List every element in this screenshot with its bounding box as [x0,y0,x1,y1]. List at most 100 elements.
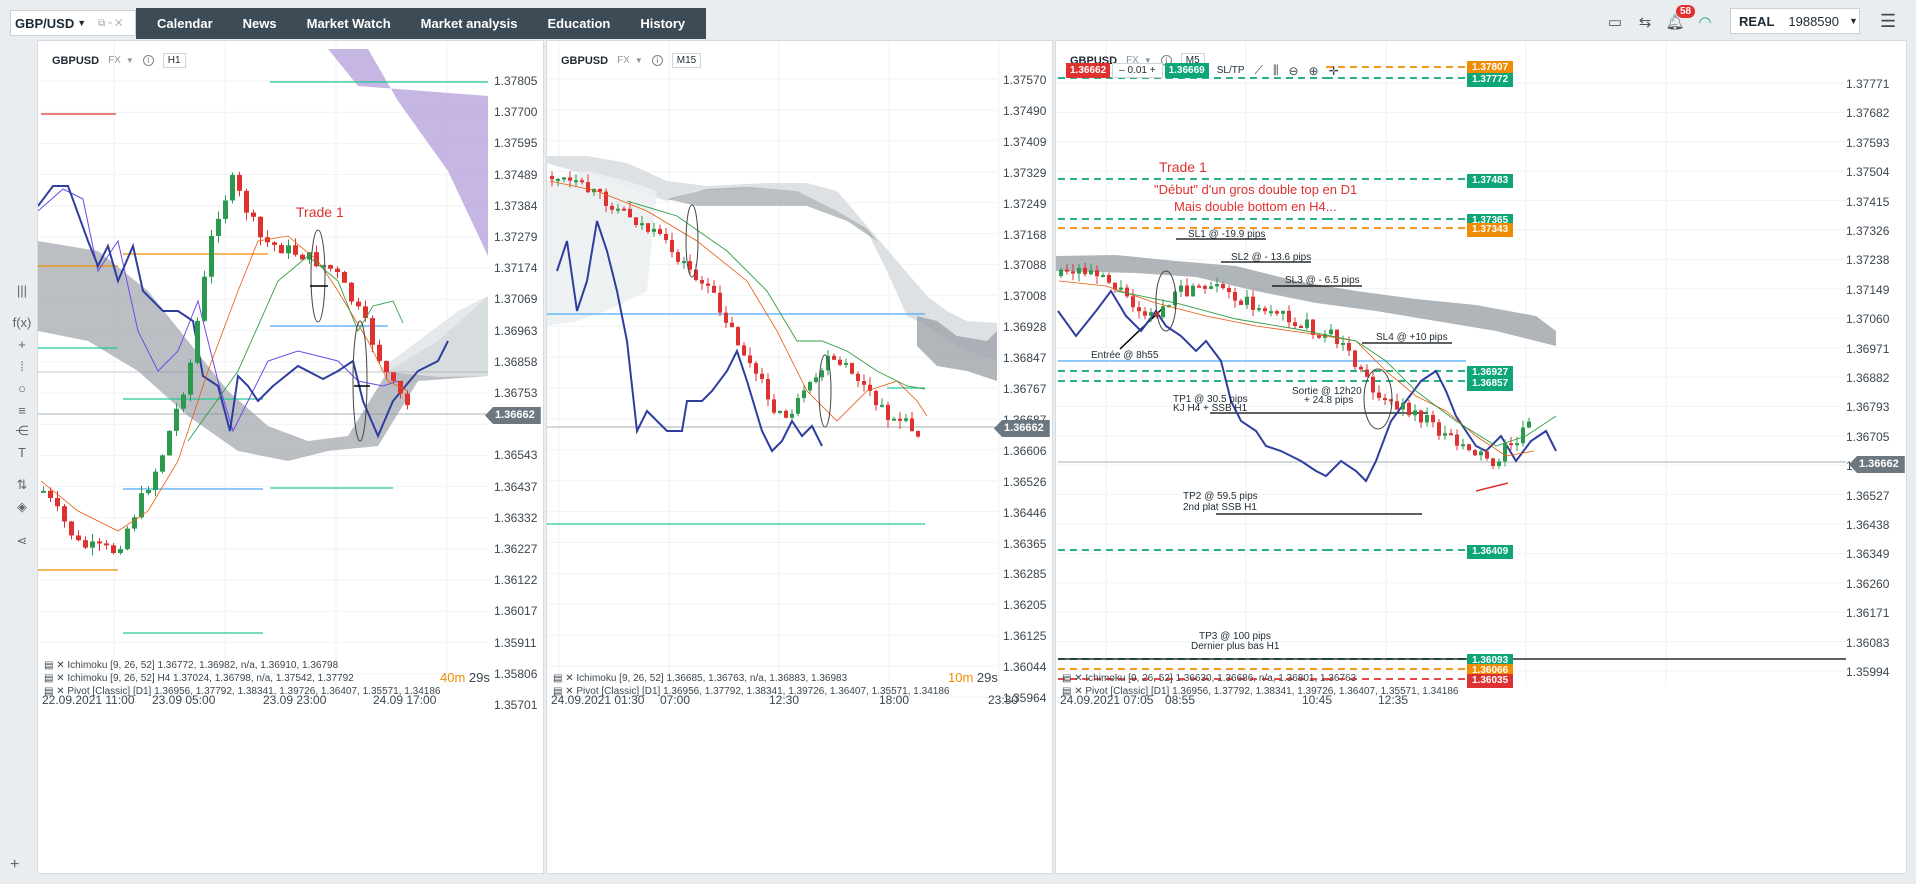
price-level-tag[interactable]: 1.36857 [1467,377,1514,391]
candle [104,543,109,546]
sltp-button[interactable]: SL/TP [1216,65,1245,76]
candle [784,410,788,418]
indicator-text: Ichimoku [9, 26, 52] 1.36685, 1.36763, n… [576,673,848,684]
candle [1455,434,1459,446]
candle [1515,443,1519,446]
timeframe-selector[interactable]: H1 [162,53,186,68]
countdown-sec: 29s [468,670,490,685]
candle [1383,398,1387,401]
candle [862,380,866,385]
nav-calendar[interactable]: Calendar [157,16,213,31]
candle [132,517,137,529]
add-panel-icon[interactable]: + [10,856,20,873]
price-level-tag[interactable]: 1.37483 [1467,174,1514,188]
chart-canvas-m5[interactable] [1056,41,1907,874]
candle [568,177,572,181]
nav-education[interactable]: Education [547,16,611,31]
price-level-tag[interactable]: 1.37772 [1467,73,1514,87]
price-axis-label: 1.36125 [1003,629,1047,644]
ichimoku-cloud-future [378,296,488,377]
candle [188,362,193,395]
candle [272,242,277,245]
candle-countdown: 40m 29s [440,670,490,685]
price-axis-label: 1.36171 [1846,606,1890,621]
candle [1197,285,1201,288]
bell-icon[interactable]: 🔔︎ 58 [1660,5,1696,35]
price-level-tag[interactable]: 1.36409 [1467,545,1514,559]
candles-icon[interactable]: ⫼ [1272,63,1279,77]
nav-market-watch[interactable]: Market Watch [306,16,391,31]
trend-icon[interactable]: ⟋ [1254,63,1263,77]
chart-panel-m15[interactable]: GBPUSD FX ▼ i M15 1.37570 1.37490 1.37409 1… [546,40,1053,874]
zoom-in-icon[interactable]: ⊕ [1308,63,1319,78]
hamburger-menu-icon[interactable]: ☰ [1880,11,1897,31]
chart-panel-h1[interactable]: GBPUSD FX ▼ i H1 Trade 1 1.37805 1.37700 1… [37,40,544,874]
price-axis-label: 1.37682 [1846,106,1890,121]
timeframe-selector[interactable]: M15 [671,53,702,68]
crosshair-icon[interactable]: ✛ [1328,63,1339,78]
candle [370,318,375,345]
candle [808,381,812,391]
sync-icon[interactable]: ⇅ [16,477,28,492]
chevron-down-icon[interactable]: ▼ [125,56,134,65]
share-icon[interactable]: ⋖ [16,533,28,548]
price-level-tag[interactable]: 1.37807 [1467,61,1514,75]
crosshair-icon[interactable]: + [18,337,26,352]
chart-panel-m5[interactable]: GBPUSD FX ▼ i M5 1.36662 – 0.01 + 1.3666… [1055,40,1907,874]
chevron-down-icon[interactable]: ▼ [634,56,643,65]
trade-circle [352,320,368,442]
candle [1077,267,1081,274]
exchange-icon[interactable]: ⇆ [1638,14,1652,31]
candle [41,490,46,493]
candle [1311,319,1315,335]
layout-icon[interactable]: ▭ [1607,14,1623,31]
candle [1179,285,1183,292]
price-axis-label: 1.36083 [1846,635,1890,650]
candle [1437,422,1441,436]
price-level-tag[interactable]: 1.36927 [1467,366,1514,380]
price-level-tag[interactable]: 1.36035 [1467,674,1514,688]
nav-market-analysis[interactable]: Market analysis [420,16,518,31]
time-axis-label: 22.09.2021 11:00 [42,693,135,707]
price-axis-label: 1.36260 [1846,576,1890,591]
buy-button[interactable]: 1.36669 [1164,63,1209,78]
candle [1131,296,1135,308]
chevron-down-icon[interactable]: ▼ [1143,56,1152,65]
nav-news[interactable]: News [242,16,277,31]
price-level-tag[interactable]: 1.37343 [1467,223,1514,237]
candle [586,182,590,193]
account-selector[interactable]: REAL 1988590 ▼ [1730,8,1860,34]
info-icon[interactable]: i [651,55,663,66]
layers-icon[interactable]: ◈ [17,499,27,514]
candle [1275,311,1279,314]
candle [1443,433,1447,436]
sell-button[interactable]: 1.36662 [1066,63,1111,78]
chart-canvas-h1[interactable] [38,41,544,874]
candle [610,205,614,210]
candle [1395,401,1399,410]
price-axis-label: 1.36332 [494,510,538,525]
vertical-line-icon[interactable]: ⁞ [20,359,24,374]
zoom-out-icon[interactable]: ⊖ [1288,63,1299,78]
ichimoku-cloud [38,241,488,461]
indicator-text: Ichimoku [9, 26, 52] 1.36630, 1.36686, n… [1085,673,1357,684]
fibonacci-icon[interactable]: ≡ [18,403,26,418]
candle [286,245,291,254]
function-icon[interactable]: f(x) [12,315,32,330]
symbol-selector[interactable]: GBP/USD ▼ ⧉▫✕ [10,10,136,36]
window-controls-icon[interactable]: ⧉▫✕ [98,17,126,29]
symbol-label: GBP/USD [15,15,75,31]
entry-label: Entrée @ 8h55 [1091,350,1159,361]
nav-history[interactable]: History [640,16,686,31]
sl3-label: SL3 @ - 6.5 pips [1285,275,1360,286]
candle [1257,308,1261,311]
quantity-stepper[interactable]: – 0.01 + [1112,63,1163,78]
price-axis-label: 1.36971 [1846,341,1890,356]
candle [76,535,81,541]
circle-icon[interactable]: ○ [18,381,26,396]
info-icon[interactable]: i [142,55,154,66]
bars-icon[interactable]: ||| [16,283,28,298]
text-icon[interactable]: T [18,445,26,460]
chart-canvas-m15[interactable] [547,41,1053,874]
pitchfork-icon[interactable]: ⋲ [15,423,29,438]
